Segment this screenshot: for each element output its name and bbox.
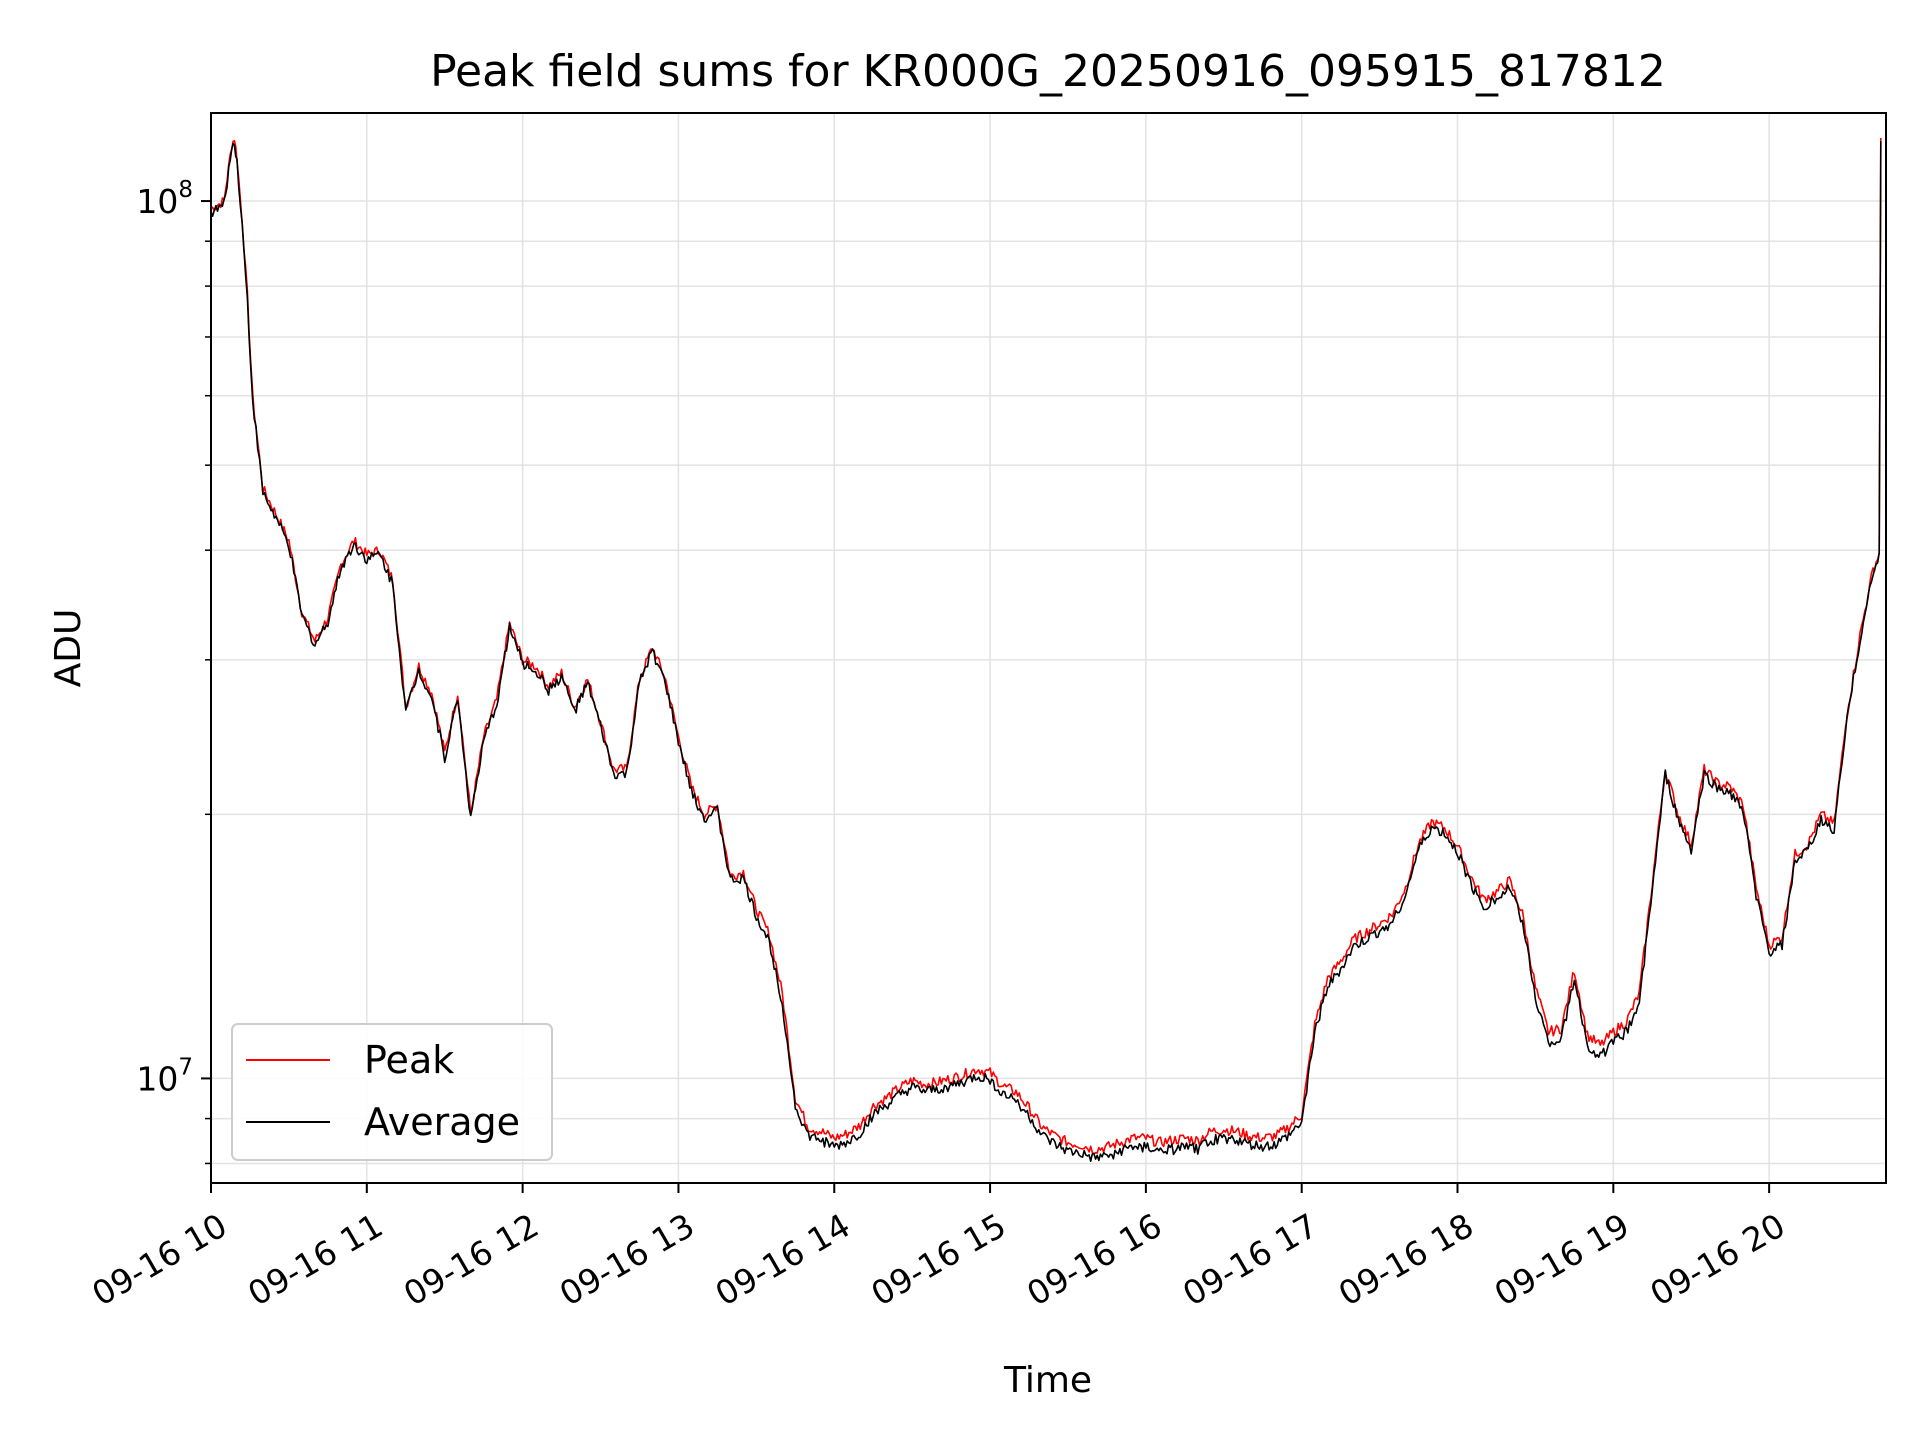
y-axis-title: ADU <box>48 609 89 688</box>
x-axis-title: Time <box>1003 1360 1092 1401</box>
y-tick-label: 108 <box>136 177 193 221</box>
chart-title: Peak field sums for KR000G_20250916_0959… <box>430 46 1666 97</box>
legend: Peak Average <box>231 1023 553 1161</box>
grid <box>210 113 1886 1183</box>
plot-area <box>211 113 1886 1183</box>
plot-frame <box>210 112 1887 1184</box>
legend-label-peak: Peak <box>364 1038 454 1082</box>
series-layer <box>210 137 1882 1162</box>
legend-label-average: Average <box>364 1100 520 1144</box>
legend-box <box>231 1023 553 1161</box>
y-tick-label: 107 <box>136 1054 193 1098</box>
series-line-average <box>210 141 1882 1162</box>
